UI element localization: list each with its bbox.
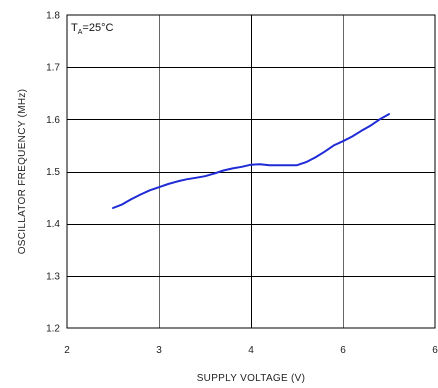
annotation-sub: A — [78, 29, 83, 36]
x-tick-label: 6 — [432, 345, 438, 356]
series-line — [112, 113, 390, 209]
x-axis-title: SUPPLY VOLTAGE (V) — [197, 373, 306, 384]
tick-labels: 2 3 4 6 6 1.2 1.3 1.4 1.5 1.6 1.7 1.8 — [46, 11, 438, 357]
x-tick-label: 6 — [340, 345, 346, 356]
annotation-t: T — [71, 22, 78, 34]
y-tick-label: 1.2 — [46, 324, 60, 335]
annotation-value: =25°C — [82, 22, 113, 34]
y-tick-label: 1.5 — [46, 167, 60, 178]
y-tick-label: 1.8 — [46, 11, 60, 22]
grid-lines — [67, 15, 435, 328]
x-tick-label: 3 — [156, 345, 162, 356]
plot-frame — [66, 14, 436, 329]
series-layer — [112, 113, 390, 209]
x-tick-label: 2 — [64, 345, 70, 356]
y-tick-label: 1.6 — [46, 115, 60, 126]
y-tick-label: 1.7 — [46, 63, 60, 74]
y-axis-title: OSCILLATOR FREQUENCY (MHz) — [17, 89, 28, 255]
y-tick-label: 1.4 — [46, 219, 60, 230]
x-tick-label: 4 — [248, 345, 254, 356]
y-tick-label: 1.3 — [46, 271, 60, 282]
temperature-annotation: TA=25°C — [71, 22, 113, 36]
